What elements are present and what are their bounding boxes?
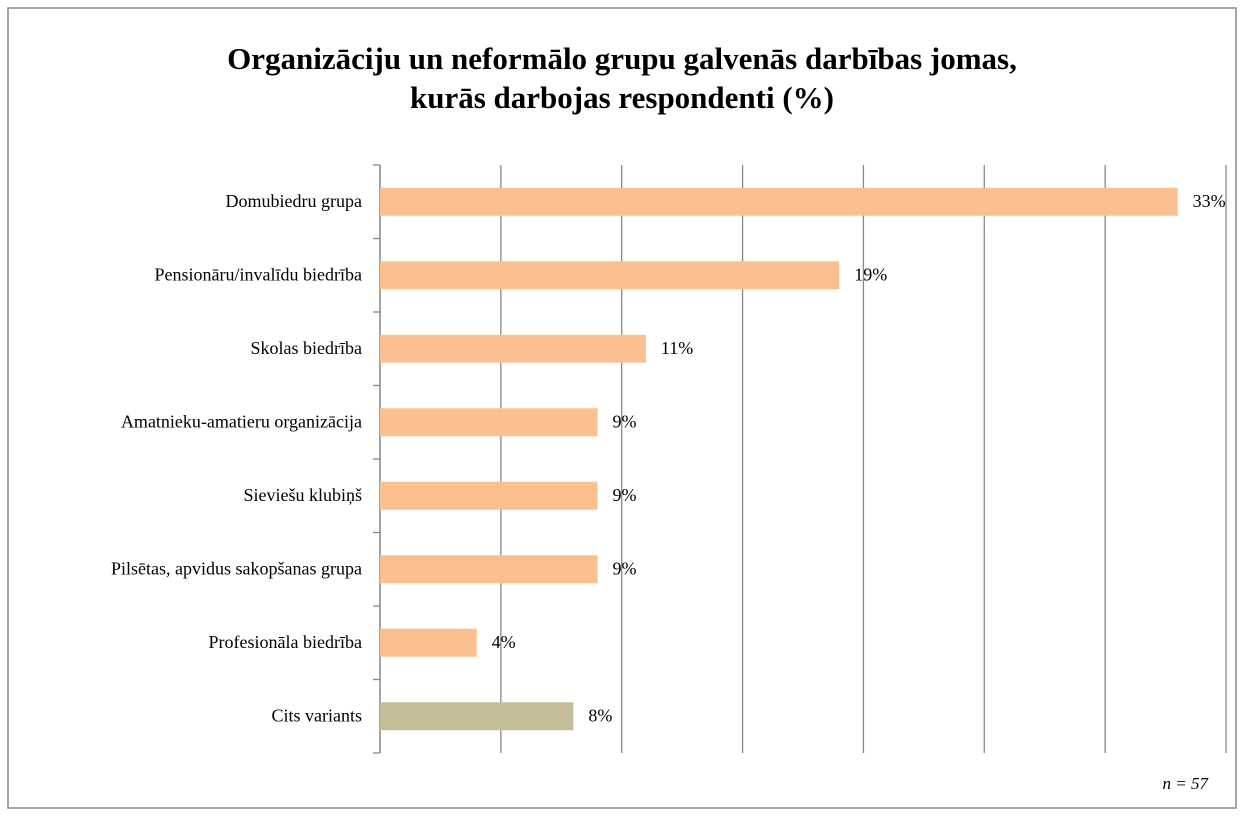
y-tick-label: Cits variants: [272, 705, 363, 725]
y-tick-label: Amatnieku-amatieru organizācija: [121, 411, 362, 431]
y-tick-label: Sieviešu klubiņš: [243, 485, 362, 505]
value-label: 19%: [854, 264, 887, 284]
chart-title: kurās darbojas respondenti (%): [410, 80, 834, 115]
y-tick-label: Skolas biedrība: [251, 338, 362, 358]
bar: [380, 334, 646, 363]
value-label: 9%: [613, 558, 637, 578]
value-label: 9%: [613, 411, 637, 431]
y-tick-label: Pilsētas, apvidus sakopšanas grupa: [111, 558, 362, 578]
bar: [380, 261, 840, 290]
annotation: n = 57: [1163, 774, 1210, 793]
bar: [380, 187, 1178, 216]
bar: [380, 408, 598, 437]
y-tick-label: Profesionāla biedrība: [209, 632, 362, 652]
value-label: 9%: [613, 485, 637, 505]
chart-title: Organizāciju un neformālo grupu galvenās…: [227, 41, 1017, 76]
y-tick-label: Domubiedru grupa: [226, 191, 362, 211]
y-tick-label: Pensionāru/invalīdu biedrība: [155, 264, 362, 284]
value-label: 8%: [588, 705, 612, 725]
bar: [380, 702, 574, 731]
bar: [380, 628, 477, 657]
bar: [380, 481, 598, 510]
bar: [380, 555, 598, 584]
value-label: 4%: [492, 632, 516, 652]
value-label: 33%: [1193, 191, 1226, 211]
value-label: 11%: [661, 338, 693, 358]
